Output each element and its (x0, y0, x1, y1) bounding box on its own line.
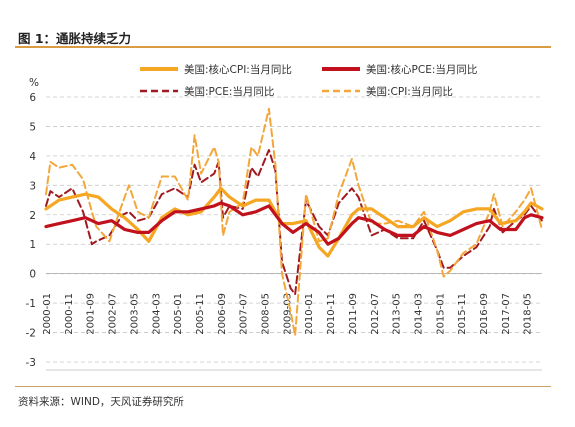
legend-label: 美国:PCE:当月同比 (184, 85, 274, 98)
x-tick-label: 2009-03 (282, 293, 293, 335)
figure-title: 图 1：通胀持续乏力 (18, 31, 132, 46)
y-tick-label: -1 (26, 298, 36, 310)
x-tick-label: 2005-11 (195, 293, 206, 335)
y-tick-label: 5 (29, 121, 36, 133)
source-divider (15, 386, 551, 387)
y-tick-label: 1 (29, 239, 36, 251)
x-tick-label: 2004-03 (151, 293, 162, 335)
legend-label: 美国:核心CPI:当月同比 (184, 63, 292, 76)
x-tick-label: 2010-01 (304, 293, 315, 335)
x-tick-label: 2013-05 (392, 293, 403, 335)
legend-label: 美国:核心PCE:当月同比 (366, 63, 477, 76)
x-tick-label: 2018-05 (523, 293, 534, 335)
x-axis: 2000-01 2000-11 2001-09 2002-07 2003-05 2004-… (42, 273, 542, 371)
x-tick-label: 2007-07 (239, 293, 250, 335)
x-tick-label: 2001-09 (86, 293, 97, 335)
y-tick-label: 4 (29, 151, 36, 163)
y-tick-label: -3 (26, 357, 36, 369)
x-tick-label: 2002-07 (108, 293, 119, 335)
series-line-1 (44, 186, 544, 258)
x-tick-label: 2016-09 (479, 293, 490, 335)
y-axis-unit: % (29, 77, 39, 89)
y-tick-label: 0 (29, 269, 36, 281)
x-tick-label: 2010-11 (326, 293, 337, 335)
x-tick-label: 2015-11 (457, 293, 468, 335)
series-line-2 (44, 201, 544, 246)
x-tick-label: 2000-11 (64, 293, 75, 335)
x-tick-label: 2014-03 (413, 293, 424, 335)
y-tick-label: 6 (29, 92, 36, 104)
x-tick-label: 2000-01 (42, 293, 53, 335)
x-tick-label: 2006-09 (217, 293, 228, 335)
x-tick-label: 2008-05 (261, 293, 272, 335)
x-tick-label: 2011-09 (348, 293, 359, 335)
y-tick-label: -2 (26, 328, 36, 340)
y-axis: -3 -2 -1 0 1 2 3 4 5 6% (26, 77, 39, 369)
source-note: 资料来源：WIND，天风证券研究所 (18, 396, 184, 408)
title-divider (15, 46, 551, 48)
series-lines (44, 107, 544, 337)
x-tick-label: 2003-05 (129, 293, 140, 335)
legend-label: 美国:CPI:当月同比 (366, 85, 453, 98)
y-tick-label: 3 (29, 180, 36, 192)
x-tick-label: 2012-07 (370, 293, 381, 335)
x-tick-label: 2017-07 (501, 293, 512, 335)
x-tick-label: 2015-01 (435, 293, 446, 335)
y-tick-label: 2 (29, 210, 36, 222)
x-tick-label: 2005-01 (173, 293, 184, 335)
